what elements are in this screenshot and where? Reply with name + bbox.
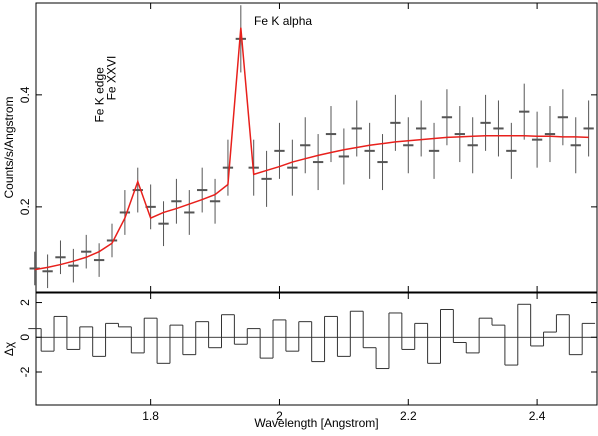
x-tick-label: 2 — [276, 409, 283, 423]
x-tick-label: 1.8 — [142, 409, 159, 423]
annotation: Fe XXVI — [104, 56, 118, 101]
top-frame — [35, 2, 598, 293]
y-tick-label: 0 — [18, 334, 32, 341]
x-axis-label: Wavelength [Angstrom] — [254, 416, 378, 430]
y-tick-label: -2 — [18, 366, 32, 377]
annotation: Fe K alpha — [254, 14, 312, 28]
y-tick-label: 2 — [18, 299, 32, 306]
annotation: Fe K edge — [92, 67, 106, 123]
model-line — [34, 27, 589, 271]
x-tick-label: 2.4 — [529, 409, 546, 423]
bottom-frame — [35, 292, 598, 406]
y-axis-label: Δχ — [2, 341, 16, 356]
y-axis-label: Counts/s/Angstrom — [2, 96, 16, 198]
y-tick-label: 0.4 — [18, 86, 32, 103]
x-tick-label: 2.2 — [400, 409, 417, 423]
y-tick-label: 0.2 — [18, 198, 32, 215]
